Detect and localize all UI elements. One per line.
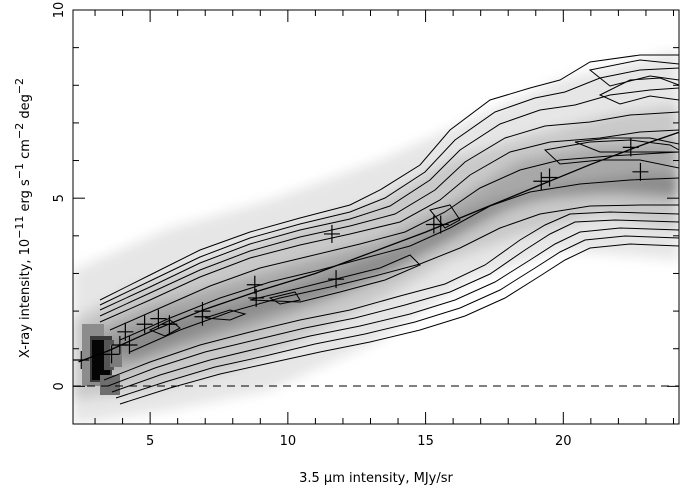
data-point [103,345,120,364]
contours [99,54,679,405]
data-point [73,351,90,370]
data-point [121,335,138,354]
density-image [73,50,679,424]
y-axis-ticks: 0 5 10 [52,2,679,425]
x-tick-label: 20 [555,434,572,449]
y-tick-label: 10 [52,2,67,19]
data-point [328,270,345,289]
data-point [248,288,265,307]
data-point [632,162,649,181]
data-point [161,315,178,334]
data-points [73,138,649,370]
fit-line-layer [78,131,679,363]
y-tick-label: 0 [52,382,67,390]
data-point [136,315,153,334]
data-point [150,309,167,328]
fit-line [78,131,679,363]
data-point [117,322,134,341]
data-point [622,138,639,157]
plot-frame [72,9,680,425]
x-axis-ticks: 5 10 15 20 [94,10,674,449]
x-tick-label: 5 [146,434,154,449]
data-point [432,215,449,234]
data-point [533,172,550,191]
data-point [541,168,558,187]
x-tick-label: 10 [280,434,297,449]
data-point [246,275,263,294]
data-point [194,307,211,326]
y-axis-label: X-ray intensity, 10−11 erg s−1 cm−2 deg−… [13,78,33,358]
data-point [323,224,340,243]
y-tick-label: 5 [52,194,67,202]
x-axis-label: 3.5 μm intensity, MJy/sr [299,471,453,486]
x-tick-label: 15 [417,434,434,449]
